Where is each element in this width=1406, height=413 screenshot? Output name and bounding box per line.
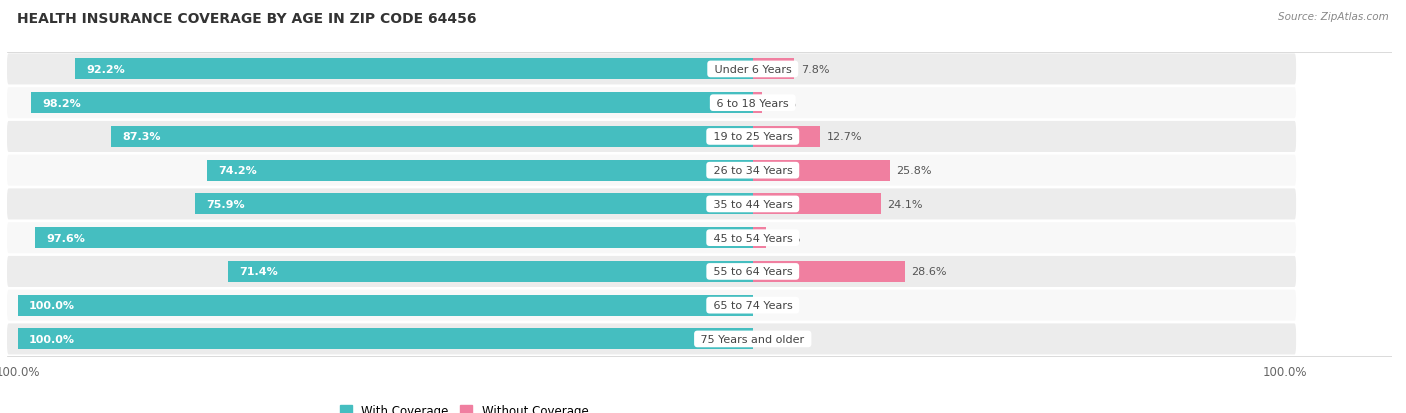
Bar <box>35 228 752 249</box>
Bar <box>207 160 752 181</box>
Bar <box>752 160 890 181</box>
Text: 25.8%: 25.8% <box>897 166 932 176</box>
Text: 65 to 74 Years: 65 to 74 Years <box>710 300 796 311</box>
Bar <box>752 93 762 114</box>
Text: Under 6 Years: Under 6 Years <box>710 65 794 75</box>
FancyBboxPatch shape <box>7 121 1296 152</box>
Text: 7.8%: 7.8% <box>800 65 830 75</box>
Bar <box>228 261 752 282</box>
Text: HEALTH INSURANCE COVERAGE BY AGE IN ZIP CODE 64456: HEALTH INSURANCE COVERAGE BY AGE IN ZIP … <box>17 12 477 26</box>
Text: 100.0%: 100.0% <box>28 334 75 344</box>
Text: 87.3%: 87.3% <box>122 132 160 142</box>
Text: 74.2%: 74.2% <box>218 166 257 176</box>
Text: Source: ZipAtlas.com: Source: ZipAtlas.com <box>1278 12 1389 22</box>
Bar <box>752 127 820 147</box>
FancyBboxPatch shape <box>7 155 1296 186</box>
FancyBboxPatch shape <box>7 290 1296 321</box>
Text: 75.9%: 75.9% <box>205 199 245 209</box>
Text: 2.4%: 2.4% <box>772 233 800 243</box>
Text: 75 Years and older: 75 Years and older <box>697 334 808 344</box>
Text: 6 to 18 Years: 6 to 18 Years <box>713 98 793 109</box>
Legend: With Coverage, Without Coverage: With Coverage, Without Coverage <box>335 399 593 413</box>
Bar <box>18 295 752 316</box>
Text: 26 to 34 Years: 26 to 34 Years <box>710 166 796 176</box>
Bar <box>31 93 752 114</box>
Text: 0.0%: 0.0% <box>759 300 787 311</box>
Bar <box>111 127 752 147</box>
Bar <box>752 261 905 282</box>
FancyBboxPatch shape <box>7 256 1296 287</box>
Text: 24.1%: 24.1% <box>887 199 922 209</box>
Text: 71.4%: 71.4% <box>239 267 278 277</box>
Text: 28.6%: 28.6% <box>911 267 948 277</box>
Text: 55 to 64 Years: 55 to 64 Years <box>710 267 796 277</box>
Bar <box>752 194 882 215</box>
Text: 100.0%: 100.0% <box>28 300 75 311</box>
Bar <box>75 59 752 80</box>
Text: 98.2%: 98.2% <box>42 98 80 109</box>
Text: 0.0%: 0.0% <box>759 334 787 344</box>
FancyBboxPatch shape <box>7 189 1296 220</box>
Bar <box>18 329 752 349</box>
Bar <box>752 228 765 249</box>
Text: 92.2%: 92.2% <box>86 65 125 75</box>
Text: 45 to 54 Years: 45 to 54 Years <box>710 233 796 243</box>
Text: 12.7%: 12.7% <box>827 132 862 142</box>
Text: 97.6%: 97.6% <box>46 233 86 243</box>
FancyBboxPatch shape <box>7 324 1296 355</box>
Text: 1.8%: 1.8% <box>769 98 797 109</box>
Text: 19 to 25 Years: 19 to 25 Years <box>710 132 796 142</box>
FancyBboxPatch shape <box>7 88 1296 119</box>
FancyBboxPatch shape <box>7 223 1296 254</box>
FancyBboxPatch shape <box>7 54 1296 85</box>
Bar <box>195 194 752 215</box>
Text: 35 to 44 Years: 35 to 44 Years <box>710 199 796 209</box>
Bar <box>752 59 794 80</box>
